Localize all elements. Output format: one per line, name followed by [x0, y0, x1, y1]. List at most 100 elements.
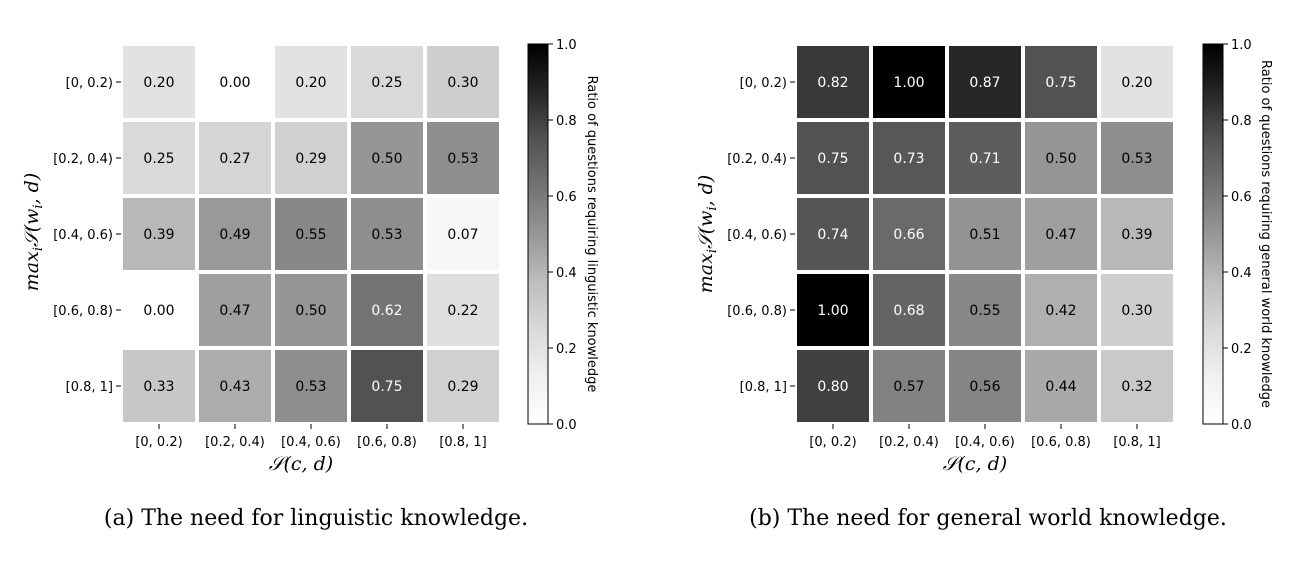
cell-value-label: 0.51 — [969, 227, 1000, 243]
x-tick-label: [0.4, 0.6) — [281, 435, 341, 450]
heatmap-cell — [945, 194, 1025, 274]
cell-value-label: 0.50 — [1045, 151, 1076, 167]
cell-value-label: 0.50 — [371, 151, 402, 167]
colorbar: 0.0 0.2 0.4 0.6 0.8 1.0 — [527, 38, 577, 433]
y-tick-label: [0.4, 0.6) — [53, 228, 113, 243]
cell-value-label: 0.55 — [295, 227, 326, 243]
cell-value-label: 0.00 — [143, 303, 174, 319]
cell-value-label: 0.66 — [893, 227, 924, 243]
cell-value-label: 0.87 — [969, 75, 1000, 91]
colorbar-tick-label: 0.0 — [1231, 418, 1252, 433]
heatmap-cell — [1097, 270, 1177, 350]
cell-value-label: 0.07 — [447, 227, 478, 243]
x-tick-labels: [0, 0.2) [0.2, 0.4) [0.4, 0.6) [0.6, 0.8) [0… — [809, 424, 1161, 450]
cell-value-label: 0.20 — [143, 75, 174, 91]
cell-value-label: 0.00 — [219, 75, 250, 91]
cell-value-label: 0.82 — [817, 75, 848, 91]
cell-value-label: 0.30 — [447, 75, 478, 91]
colorbar-tick-label: 0.2 — [556, 342, 577, 357]
cell-value-label: 0.74 — [817, 227, 848, 243]
colorbar-tick-label: 0.6 — [1231, 190, 1252, 205]
cell-value-label: 0.29 — [295, 151, 326, 167]
cell-value-label: 0.75 — [371, 379, 402, 395]
y-tick-label: [0.8, 1] — [66, 380, 113, 395]
y-tick-labels: [0, 0.2) [0.2, 0.4) [0.4, 0.6) [0.6, 0.8) [0… — [727, 76, 795, 395]
y-tick-label: [0.2, 0.4) — [727, 152, 787, 167]
heatmap-cell — [271, 346, 351, 426]
cell-value-label: 0.50 — [295, 303, 326, 319]
x-tick-label: [0.2, 0.4) — [205, 435, 265, 450]
heatmap-cell — [423, 270, 503, 350]
heatmap-panel-world-knowledge: 0.82 1.00 0.87 0.75 0.20 0.75 0.73 0.71 0.50 0.53… — [695, 38, 1273, 531]
cell-value-label: 0.32 — [1121, 379, 1152, 395]
y-tick-label: [0.8, 1] — [740, 380, 787, 395]
x-tick-labels: [0, 0.2) [0.2, 0.4) [0.4, 0.6) [0.6, 0.8) [0… — [135, 424, 487, 450]
y-tick-label: [0, 0.2) — [740, 76, 787, 91]
y-tick-label: [0.2, 0.4) — [53, 152, 113, 167]
cell-value-label: 0.29 — [447, 379, 478, 395]
colorbar-tick-label: 1.0 — [556, 38, 577, 53]
cell-value-label: 0.71 — [969, 151, 1000, 167]
heatmap-cell — [271, 118, 351, 198]
colorbar-label: Ratio of questions requiring linguistic … — [584, 76, 599, 393]
colorbar-tick-label: 1.0 — [1231, 38, 1252, 53]
cell-value-label: 0.47 — [219, 303, 250, 319]
cell-value-label: 0.80 — [817, 379, 848, 395]
cell-value-label: 0.56 — [969, 379, 1000, 395]
x-tick-label: [0.8, 1] — [1113, 435, 1160, 450]
cell-value-label: 0.44 — [1045, 379, 1076, 395]
cell-value-label: 0.49 — [219, 227, 250, 243]
cell-value-label: 0.75 — [817, 151, 848, 167]
colorbar-tick-label: 0.6 — [556, 190, 577, 205]
x-tick-label: [0.6, 0.8) — [1031, 435, 1091, 450]
heatmap-cell — [347, 270, 427, 350]
cell-value-label: 0.53 — [447, 151, 478, 167]
y-tick-label: [0.6, 0.8) — [53, 304, 113, 319]
heatmap-cell — [1097, 118, 1177, 198]
y-axis-label: maxi𝒮(wi, d) — [695, 175, 720, 293]
cell-value-label: 0.25 — [143, 151, 174, 167]
cell-value-label: 1.00 — [893, 75, 924, 91]
caption-b: (b) The need for general world knowledge… — [749, 506, 1227, 531]
x-tick-label: [0.8, 1] — [439, 435, 486, 450]
y-axis-label: maxi𝒮(wi, d) — [21, 173, 46, 291]
cell-value-label: 0.42 — [1045, 303, 1076, 319]
y-tick-label: [0.6, 0.8) — [727, 304, 787, 319]
heatmap-panel-linguistic: 0.20 0.00 0.20 0.25 0.30 0.25 0.27 0.29 0.50 0.53… — [21, 38, 599, 531]
colorbar-tick-label: 0.4 — [556, 266, 577, 281]
cell-value-label: 0.33 — [143, 379, 174, 395]
cell-value-label: 0.53 — [295, 379, 326, 395]
x-axis-label: 𝒮(c, d) — [269, 453, 333, 475]
colorbar-tick-label: 0.4 — [1231, 266, 1252, 281]
cell-value-label: 0.39 — [143, 227, 174, 243]
x-tick-label: [0.4, 0.6) — [955, 435, 1015, 450]
colorbar-tick-label: 0.2 — [1231, 342, 1252, 357]
heatmap-cell — [1097, 194, 1177, 274]
cell-value-label: 0.55 — [969, 303, 1000, 319]
cell-value-label: 0.43 — [219, 379, 250, 395]
colorbar-tick-label: 0.8 — [1231, 114, 1252, 129]
cell-value-label: 0.22 — [447, 303, 478, 319]
y-tick-label: [0, 0.2) — [66, 76, 113, 91]
colorbar: 0.0 0.2 0.4 0.6 0.8 1.0 — [1202, 38, 1252, 433]
cell-value-label: 0.53 — [371, 227, 402, 243]
x-axis-label: 𝒮(c, d) — [943, 453, 1007, 475]
cell-value-label: 0.47 — [1045, 227, 1076, 243]
colorbar-gradient — [1202, 43, 1224, 425]
cell-value-label: 0.57 — [893, 379, 924, 395]
cell-value-label: 0.25 — [371, 75, 402, 91]
colorbar-gradient — [527, 43, 549, 425]
colorbar-tick-label: 0.0 — [556, 418, 577, 433]
colorbar-tick-label: 0.8 — [556, 114, 577, 129]
cell-value-label: 0.75 — [1045, 75, 1076, 91]
cell-value-label: 0.30 — [1121, 303, 1152, 319]
cell-value-label: 0.39 — [1121, 227, 1152, 243]
heatmap-cells: 0.20 0.00 0.20 0.25 0.30 0.25 0.27 0.29 0.50 0.53… — [119, 42, 503, 426]
y-tick-label: [0.4, 0.6) — [727, 228, 787, 243]
cell-value-label: 0.68 — [893, 303, 924, 319]
caption-a: (a) The need for linguistic knowledge. — [104, 506, 528, 531]
y-tick-labels: [0, 0.2) [0.2, 0.4) [0.4, 0.6) [0.6, 0.8) [0… — [53, 76, 121, 395]
cell-value-label: 0.20 — [295, 75, 326, 91]
heatmap-cells: 0.82 1.00 0.87 0.75 0.20 0.75 0.73 0.71 0.50 0.53… — [793, 42, 1177, 426]
